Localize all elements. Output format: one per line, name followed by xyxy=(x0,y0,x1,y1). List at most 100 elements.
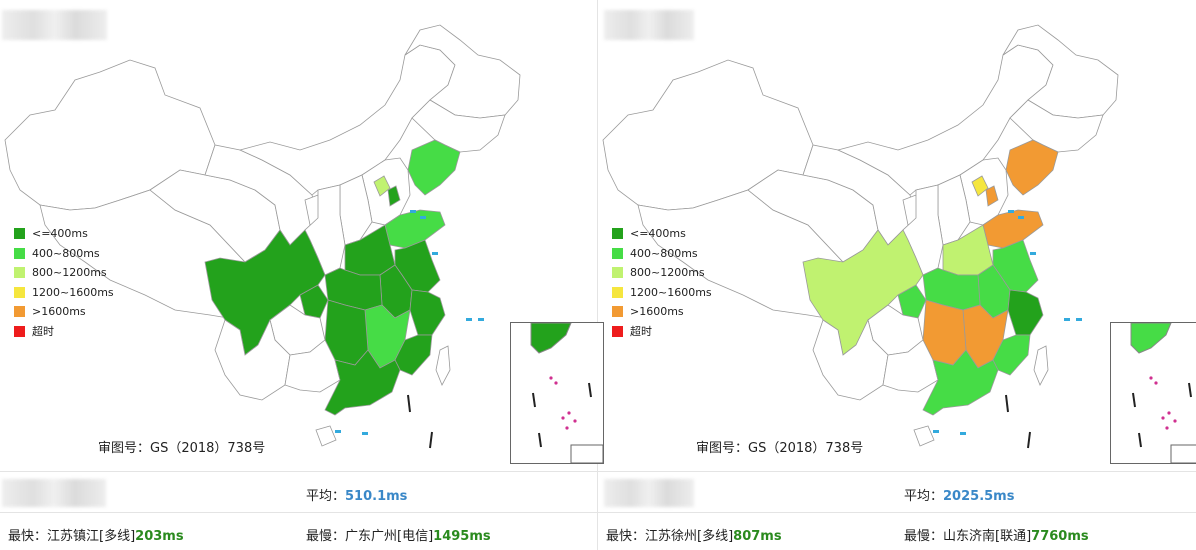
legend-swatch xyxy=(612,228,623,240)
legend-item: 1200~1600ms xyxy=(612,283,712,303)
average-value: 510.1ms xyxy=(345,489,408,504)
province-liaoning xyxy=(1005,139,1059,196)
legend-swatch xyxy=(612,247,623,259)
slowest-value: 7760ms xyxy=(1031,529,1089,544)
legend-label: 800~1200ms xyxy=(630,266,705,280)
nine-dash-line xyxy=(407,394,433,449)
south-china-sea-inset xyxy=(510,322,604,464)
average-label: 平均： xyxy=(306,489,346,504)
map-approval-number: 审图号：GS（2018）738号 xyxy=(696,441,864,456)
blurred-host-label xyxy=(604,10,694,40)
legend-label: <=400ms xyxy=(630,227,686,241)
province-guangdong xyxy=(324,349,401,416)
fastest-latency: 最快：江苏镇江[多线]203ms xyxy=(8,525,184,544)
divider xyxy=(0,512,598,513)
fastest-value: 203ms xyxy=(135,529,184,544)
legend-swatch xyxy=(612,325,623,337)
legend-label: 1200~1600ms xyxy=(630,285,712,299)
latency-legend: <=400ms 400~800ms 800~1200ms 1200~1600ms >16… xyxy=(612,224,712,341)
legend-swatch xyxy=(14,267,25,279)
divider xyxy=(598,471,1196,472)
legend-label: <=400ms xyxy=(32,227,88,241)
legend-item: 1200~1600ms xyxy=(14,283,114,303)
legend-item: 800~1200ms xyxy=(14,263,114,283)
latency-legend: <=400ms 400~800ms 800~1200ms 1200~1600ms >16… xyxy=(14,224,114,341)
fastest-label: 最快： xyxy=(606,529,646,544)
divider xyxy=(0,471,598,472)
province-liaoning xyxy=(407,139,461,196)
china-latency-map xyxy=(602,24,1119,449)
slowest-latency: 最慢：广东广州[电信]1495ms xyxy=(306,525,491,544)
slowest-location: 山东济南[联通] xyxy=(943,529,1032,544)
province-taiwan xyxy=(435,345,451,386)
slowest-latency: 最慢：山东济南[联通]7760ms xyxy=(904,525,1089,544)
province-taiwan xyxy=(1033,345,1049,386)
legend-swatch xyxy=(14,228,25,240)
south-china-sea-inset xyxy=(1110,322,1196,464)
panel-left: <=400ms 400~800ms 800~1200ms 1200~1600ms >16… xyxy=(0,0,604,550)
legend-swatch xyxy=(14,247,25,259)
average-latency: 平均：510.1ms xyxy=(306,485,407,504)
blurred-host-label xyxy=(2,10,107,40)
legend-item: >1600ms xyxy=(14,302,114,322)
legend-item: >1600ms xyxy=(612,302,712,322)
blurred-node-label xyxy=(2,479,106,507)
legend-label: 超时 xyxy=(630,325,652,339)
legend-swatch xyxy=(612,286,623,298)
legend-swatch xyxy=(612,306,623,318)
legend-item: 400~800ms xyxy=(612,244,712,264)
sea-markers xyxy=(933,210,1082,435)
inset-guangdong xyxy=(530,323,572,354)
fastest-value: 807ms xyxy=(733,529,782,544)
legend-swatch xyxy=(612,267,623,279)
divider xyxy=(598,512,1196,513)
legend-label: 800~1200ms xyxy=(32,266,107,280)
legend-item: 400~800ms xyxy=(14,244,114,264)
legend-label: 400~800ms xyxy=(32,246,100,260)
average-latency: 平均：2025.5ms xyxy=(904,485,1014,504)
province-shandong xyxy=(982,209,1044,249)
china-latency-map xyxy=(4,24,521,449)
slowest-label: 最慢： xyxy=(904,529,944,544)
fastest-location: 江苏镇江[多线] xyxy=(47,529,136,544)
fastest-latency: 最快：江苏徐州[多线]807ms xyxy=(606,525,782,544)
fastest-label: 最快： xyxy=(8,529,48,544)
province-hainan xyxy=(315,425,337,447)
fastest-location: 江苏徐州[多线] xyxy=(645,529,734,544)
province-hainan xyxy=(913,425,935,447)
slowest-location: 广东广州[电信] xyxy=(345,529,434,544)
slowest-value: 1495ms xyxy=(433,529,491,544)
legend-swatch xyxy=(14,286,25,298)
panel-right: <=400ms 400~800ms 800~1200ms 1200~1600ms >16… xyxy=(598,0,1196,550)
province-shandong xyxy=(384,209,446,249)
legend-item: <=400ms xyxy=(14,224,114,244)
province-beijing xyxy=(373,175,391,197)
map-approval-number: 审图号：GS（2018）738号 xyxy=(98,441,266,456)
legend-label: >1600ms xyxy=(32,305,86,319)
legend-item: 800~1200ms xyxy=(612,263,712,283)
province-jilin xyxy=(411,99,506,153)
legend-swatch xyxy=(14,325,25,337)
inset-guangdong xyxy=(1130,323,1172,354)
legend-swatch xyxy=(14,306,25,318)
province-guangdong xyxy=(922,349,999,416)
legend-item: 超时 xyxy=(612,322,712,342)
sea-markers xyxy=(335,210,484,435)
legend-label: 超时 xyxy=(32,325,54,339)
blurred-node-label xyxy=(604,479,694,507)
slowest-label: 最慢： xyxy=(306,529,346,544)
average-value: 2025.5ms xyxy=(943,489,1015,504)
province-tianjin xyxy=(985,185,999,207)
legend-label: >1600ms xyxy=(630,305,684,319)
province-zhejiang xyxy=(1007,289,1044,336)
average-label: 平均： xyxy=(904,489,944,504)
legend-label: 400~800ms xyxy=(630,246,698,260)
nine-dash-line xyxy=(1005,394,1031,449)
province-zhejiang xyxy=(409,289,446,336)
province-jilin xyxy=(1009,99,1104,153)
legend-item: 超时 xyxy=(14,322,114,342)
legend-label: 1200~1600ms xyxy=(32,285,114,299)
province-tianjin xyxy=(387,185,401,207)
province-beijing xyxy=(971,175,989,197)
